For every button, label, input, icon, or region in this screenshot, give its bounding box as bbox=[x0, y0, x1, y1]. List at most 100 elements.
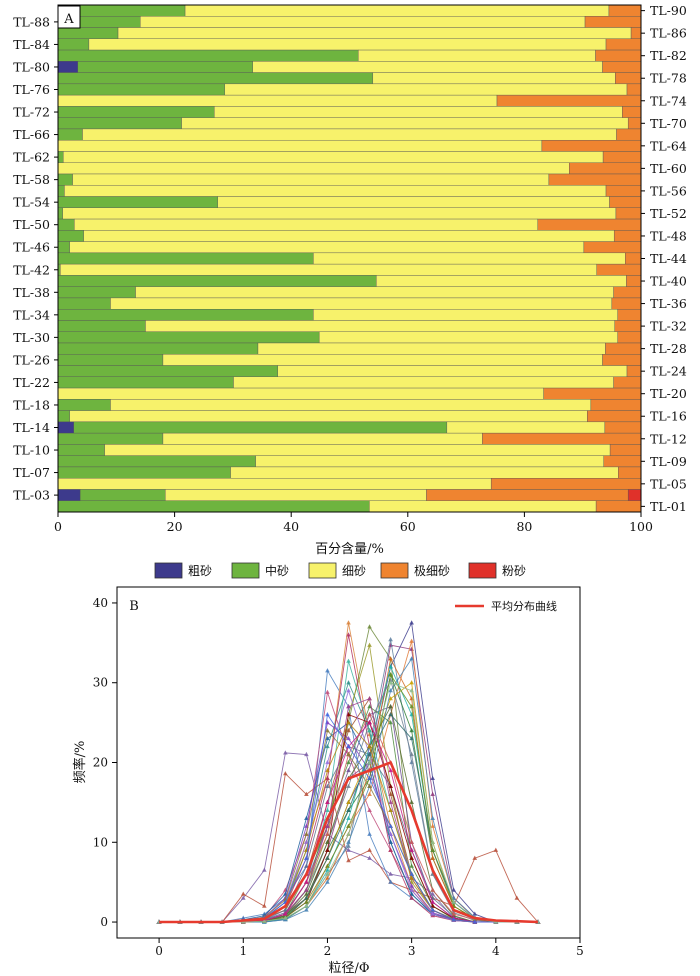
right-tick-label: TL-70 bbox=[650, 116, 687, 131]
left-tick-label: TL-84 bbox=[13, 37, 50, 52]
bar-TL-28-中砂 bbox=[57, 342, 259, 355]
data-point bbox=[325, 839, 330, 844]
left-tick-label: TL-30 bbox=[13, 330, 50, 345]
bar-TL-74-极细砂 bbox=[496, 94, 642, 107]
bar-TL-32-细砂 bbox=[145, 320, 615, 332]
right-tick-label: TL-40 bbox=[650, 274, 687, 289]
bar-TL-50-细砂 bbox=[74, 218, 539, 231]
data-point bbox=[388, 799, 393, 804]
data-point bbox=[304, 895, 309, 900]
right-tick-label: TL-86 bbox=[650, 26, 687, 41]
bar-TL-09-中砂 bbox=[57, 455, 256, 468]
bar-TL-20-细砂 bbox=[57, 387, 544, 400]
data-point bbox=[304, 839, 309, 844]
bar-TL-42-细砂 bbox=[60, 263, 597, 276]
mean-curve-legend-label: 平均分布曲线 bbox=[491, 599, 557, 613]
data-point bbox=[409, 704, 414, 709]
data-point bbox=[367, 743, 372, 749]
data-point bbox=[346, 759, 351, 765]
bar-TL-48-极细砂 bbox=[613, 230, 642, 242]
data-point bbox=[388, 871, 393, 876]
data-point bbox=[388, 831, 393, 836]
bar-TL-01-细砂 bbox=[369, 500, 597, 513]
data-point bbox=[388, 704, 393, 709]
bar-TL-03-中砂 bbox=[79, 489, 166, 501]
y-tick-label: 20 bbox=[93, 756, 108, 770]
bar-TL-03-细砂 bbox=[165, 489, 427, 501]
right-tick-label: TL-05 bbox=[650, 476, 687, 491]
data-point bbox=[346, 858, 351, 863]
bar-TL-03-极细砂 bbox=[426, 489, 629, 501]
left-tick-label: TL-10 bbox=[13, 443, 50, 458]
data-point bbox=[430, 887, 435, 892]
bar-TL-30-中砂 bbox=[57, 331, 320, 344]
data-point bbox=[388, 823, 393, 828]
data-point bbox=[409, 799, 414, 804]
data-point bbox=[388, 680, 393, 685]
left-tick-label: TL-03 bbox=[13, 488, 50, 503]
right-tick-label: TL-09 bbox=[650, 454, 687, 469]
data-point bbox=[304, 863, 309, 868]
bar-TL-66-极细砂 bbox=[616, 128, 642, 141]
data-point bbox=[325, 775, 330, 781]
data-point bbox=[367, 624, 372, 629]
data-point bbox=[304, 899, 309, 904]
data-point bbox=[325, 847, 330, 852]
data-point bbox=[409, 839, 414, 844]
bar-TL-70-细砂 bbox=[181, 117, 629, 130]
data-point bbox=[325, 689, 330, 694]
panel-a-x-axis-title: 百分含量/% bbox=[315, 541, 384, 557]
bar-TL-10-细砂 bbox=[104, 444, 611, 456]
bar-TL-07-细砂 bbox=[230, 466, 619, 479]
data-point bbox=[367, 759, 372, 765]
bar-TL-09-极细砂 bbox=[603, 455, 642, 468]
panel-b-legend: 平均分布曲线 bbox=[455, 599, 557, 613]
bar-TL-54-极细砂 bbox=[609, 196, 642, 209]
data-point bbox=[304, 855, 309, 860]
data-point bbox=[409, 688, 414, 693]
legend-label: 粗砂 bbox=[188, 564, 212, 578]
panel-a-stacked-bar-chart: A TL-88TL-84TL-80TL-76TL-72TL-66TL-62TL-… bbox=[13, 3, 687, 579]
left-tick-label: TL-34 bbox=[13, 307, 50, 322]
legend-label: 粉砂 bbox=[502, 564, 526, 578]
bar-TL-60-细砂 bbox=[57, 162, 570, 175]
bar-TL-50-极细砂 bbox=[537, 218, 642, 231]
data-point bbox=[304, 891, 309, 896]
x-tick-label: 40 bbox=[283, 519, 299, 534]
bar-TL-64-细砂 bbox=[57, 139, 543, 152]
panel-a-x-axis: 0 20 40 60 80 100 bbox=[54, 512, 653, 534]
right-tick-label: TL-16 bbox=[650, 409, 687, 424]
data-point bbox=[388, 688, 393, 693]
bar-TL-82-中砂 bbox=[57, 49, 359, 62]
bar-TL-60-极细砂 bbox=[569, 162, 642, 175]
data-point bbox=[388, 664, 393, 669]
bar-TL-07-极细砂 bbox=[618, 466, 642, 479]
data-point bbox=[388, 847, 393, 852]
data-point bbox=[346, 831, 351, 836]
data-point bbox=[430, 839, 435, 844]
left-tick-label: TL-66 bbox=[13, 127, 50, 142]
data-point bbox=[367, 775, 372, 781]
data-point bbox=[388, 783, 393, 789]
panel-b-x-axis-title: 粒径/Φ bbox=[328, 961, 369, 976]
data-point bbox=[367, 847, 372, 852]
bar-TL-07-中砂 bbox=[57, 466, 231, 479]
data-point bbox=[367, 727, 372, 733]
data-point bbox=[430, 911, 435, 916]
right-tick-label: TL-20 bbox=[650, 386, 687, 401]
data-point bbox=[367, 783, 372, 789]
data-point bbox=[325, 855, 330, 860]
bar-TL-22-细砂 bbox=[233, 376, 614, 389]
x-tick-label: 20 bbox=[167, 519, 183, 534]
data-point bbox=[325, 867, 330, 872]
bar-TL-62-极细砂 bbox=[602, 151, 642, 163]
bar-TL-80-极细砂 bbox=[602, 61, 642, 73]
data-point bbox=[367, 642, 372, 647]
data-point bbox=[409, 638, 414, 643]
data-point bbox=[367, 791, 372, 797]
right-tick-label: TL-44 bbox=[650, 251, 687, 266]
bar-TL-72-极细砂 bbox=[622, 106, 642, 118]
data-point bbox=[367, 751, 372, 757]
mean-distribution-curve bbox=[159, 760, 538, 924]
bar-TL-34-极细砂 bbox=[617, 309, 642, 321]
